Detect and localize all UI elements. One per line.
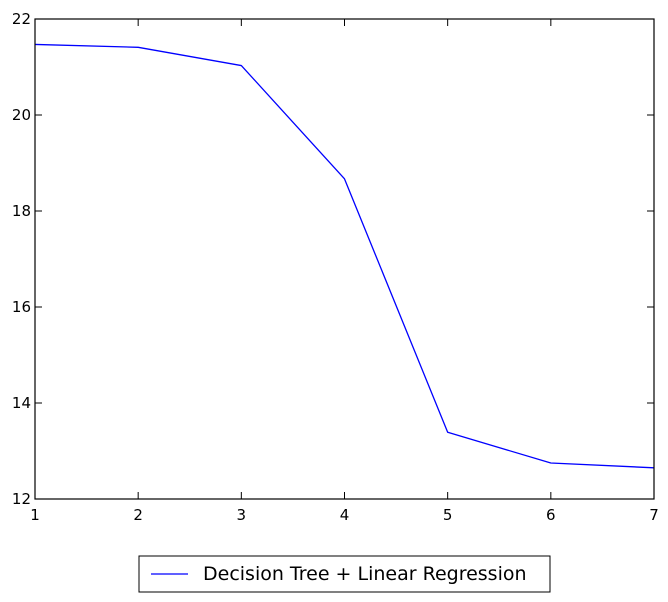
- series-line-0: [34, 43, 655, 469]
- y-tick-label-2: 16: [12, 298, 31, 316]
- x-tick-label-6: 7: [649, 506, 659, 524]
- legend-label-decision-tree-linear-regression: Decision Tree + Linear Regression: [203, 563, 527, 585]
- y-tick-label-0: 12: [12, 490, 31, 508]
- x-tick-label-0: 1: [30, 506, 40, 524]
- x-tick-label-1: 2: [133, 506, 143, 524]
- legend: Decision Tree + Linear Regression: [138, 555, 551, 593]
- y-tick-label-3: 18: [12, 202, 31, 220]
- y-tick-label-5: 22: [12, 10, 31, 28]
- x-tick-label-4: 5: [443, 506, 453, 524]
- x-tick-label-2: 3: [237, 506, 247, 524]
- series-layer: [34, 43, 655, 469]
- x-tick-label-3: 4: [340, 506, 350, 524]
- x-tick-label-5: 6: [546, 506, 556, 524]
- y-tick-label-4: 20: [12, 106, 31, 124]
- ticks-layer: [34, 18, 655, 500]
- legend-box: [138, 555, 551, 593]
- y-tick-label-1: 14: [12, 394, 31, 412]
- plot-frame: [34, 18, 655, 500]
